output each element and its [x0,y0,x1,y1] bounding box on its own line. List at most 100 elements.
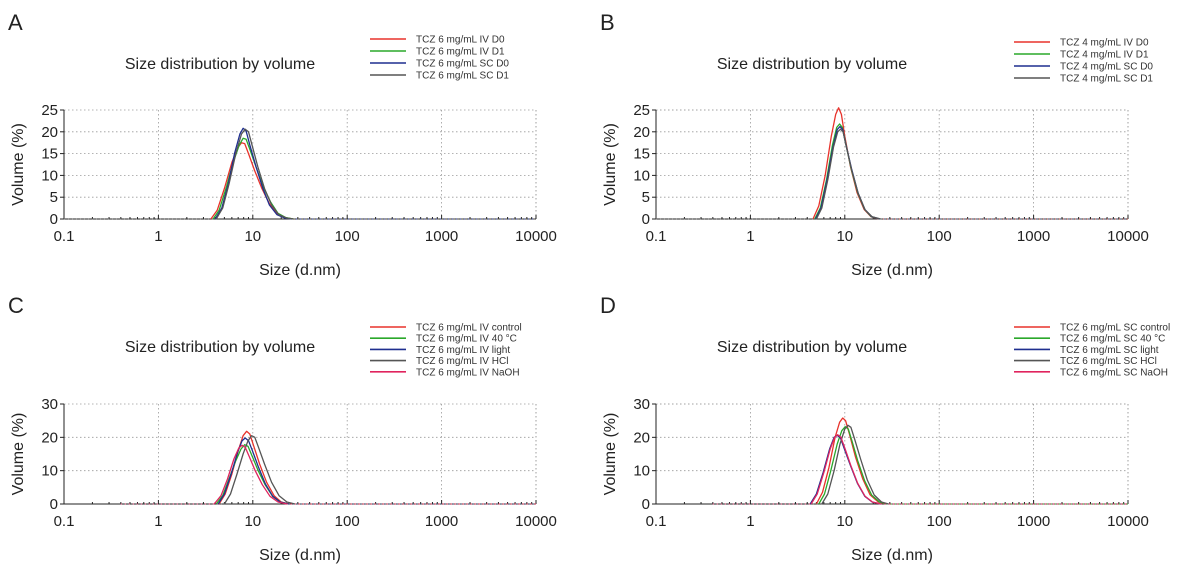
x-tick-label: 100 [335,228,360,245]
y-axis-label: Volume (%) [10,123,27,206]
series-line [815,128,881,220]
legend-label: TCZ 6 mg/mL SC D1 [416,71,509,82]
legend-label: TCZ 6 mg/mL SC D0 [416,59,509,70]
grid-lines [655,403,1129,505]
y-axis-label: Volume (%) [602,123,619,206]
y-tick-label: 25 [41,102,58,119]
y-tick-label: 25 [633,102,650,119]
x-tick-label: 100 [927,228,952,245]
legend-label: TCZ 6 mg/mL IV control [416,323,522,334]
grid-lines [655,109,1129,220]
legend-label: TCZ 6 mg/mL SC control [1060,323,1170,334]
x-tick-label: 10000 [1107,228,1149,245]
x-tick-label: 1 [154,513,162,530]
legend-label: TCZ 6 mg/mL SC HCl [1060,356,1157,367]
x-tick-label: 1 [746,228,754,245]
series-line [218,430,290,505]
y-tick-label: 15 [41,146,58,163]
x-tick-label: 1000 [425,513,458,530]
x-tick-label: 0.1 [54,513,75,530]
series-line [215,444,289,505]
series-group [712,417,1128,505]
panel-d: D Size distribution by volume 0.1 1 10 100 100… [592,283,1184,566]
legend-label: TCZ 6 mg/mL IV D0 [416,35,505,46]
panel-label: D [600,293,616,318]
series-line [818,426,888,505]
x-tick-label: 1000 [1017,513,1050,530]
y-tick-label: 0 [50,496,58,513]
x-tick-label: 1000 [1017,228,1050,245]
legend-label: TCZ 4 mg/mL SC D0 [1060,62,1153,73]
chart-title: Size distribution by volume [125,339,315,356]
y-tick-label: 15 [633,146,650,163]
chart-title: Size distribution by volume [717,56,907,73]
panel-label: B [600,10,615,35]
x-tick-label: 10 [244,513,261,530]
x-tick-label: 10000 [515,513,557,530]
x-tick-label: 10 [244,228,261,245]
x-tick-label: 100 [927,513,952,530]
series-group [64,127,536,220]
series-group [656,107,1128,220]
y-tick-label: 0 [50,211,58,228]
x-axis-label: Size (d.nm) [259,262,341,279]
y-axis-label: Volume (%) [602,413,619,496]
x-tick-label: 0.1 [646,228,667,245]
x-tick-label: 10 [836,513,853,530]
chart-title: Size distribution by volume [125,56,315,73]
series-line [213,444,288,505]
x-tick-label: 1 [746,513,754,530]
x-axis-label: Size (d.nm) [851,547,933,564]
legend-label: TCZ 4 mg/mL SC D1 [1060,74,1153,85]
chart-title: Size distribution by volume [717,339,907,356]
legend-label: TCZ 4 mg/mL IV D0 [1060,38,1149,49]
x-tick-label: 0.1 [646,513,667,530]
series-line [821,424,889,505]
panel-b: B Size distribution by volume 0.1 1 10 100 100… [592,0,1184,283]
y-tick-label: 5 [642,189,650,206]
series-group [120,430,536,505]
panel-label: A [8,10,23,35]
legend-label: TCZ 6 mg/mL IV HCl [416,356,508,367]
x-tick-label: 0.1 [54,228,75,245]
y-tick-label: 0 [642,496,650,513]
y-tick-label: 20 [633,429,650,446]
y-tick-label: 10 [633,463,650,480]
legend-label: TCZ 6 mg/mL IV NaOH [416,367,520,378]
x-tick-label: 1 [154,228,162,245]
grid-lines [63,109,537,220]
legend-label: TCZ 6 mg/mL IV D1 [416,47,505,58]
y-tick-label: 20 [633,124,650,141]
x-tick-label: 10000 [1107,513,1149,530]
legend-label: TCZ 6 mg/mL SC 40 °C [1060,334,1165,345]
series-line [223,435,296,505]
panel-c: C Size distribution by volume 0.1 1 10 10 0 100… [0,283,592,566]
legend-label: TCZ 4 mg/mL IV D1 [1060,50,1149,61]
series-line [815,417,886,505]
x-tick-label: 10000 [515,228,557,245]
series-line [214,127,293,220]
series-line [215,128,294,220]
y-tick-label: 30 [633,396,650,413]
y-tick-label: 10 [633,167,650,184]
y-tick-label: 10 [41,463,58,480]
y-tick-label: 0 [642,211,650,228]
chart-c: C Size distribution by volume 0.1 1 10 10 0 100… [8,293,557,564]
y-tick-label: 30 [41,396,58,413]
y-tick-label: 10 [41,167,58,184]
legend-label: TCZ 6 mg/mL SC NaOH [1060,367,1168,378]
x-tick-label: 10 [836,228,853,245]
y-tick-label: 20 [41,124,58,141]
x-tick-label: 1000 [425,228,458,245]
x-axis-label: Size (d.nm) [851,262,933,279]
legend-label: TCZ 6 mg/mL IV 40 °C [416,334,517,345]
legend-label: TCZ 6 mg/mL SC light [1060,345,1159,356]
panel-label: C [8,293,24,318]
